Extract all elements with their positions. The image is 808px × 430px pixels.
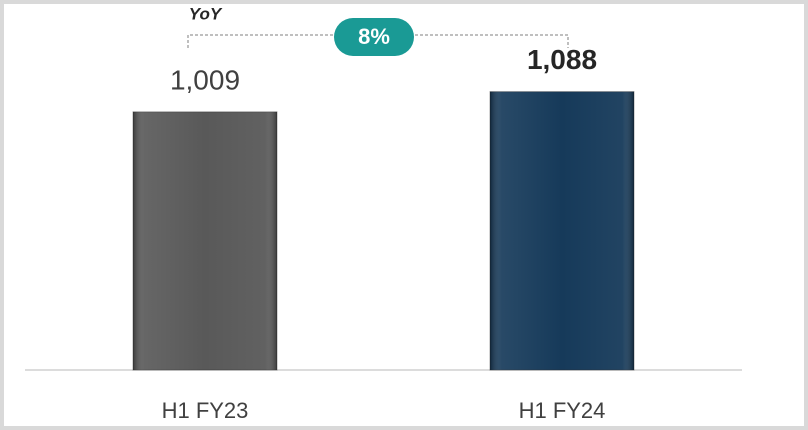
bar [489, 91, 635, 371]
annotation-badge [334, 18, 414, 56]
x-tick-label: H1 FY24 [519, 398, 606, 423]
x-tick-label: H1 FY23 [162, 398, 249, 423]
value-label: 1,009 [170, 64, 240, 95]
value-label: 1,088 [527, 44, 597, 75]
annotation: 8% [358, 24, 390, 49]
bar [132, 111, 278, 371]
annotation: YoY [189, 4, 223, 23]
